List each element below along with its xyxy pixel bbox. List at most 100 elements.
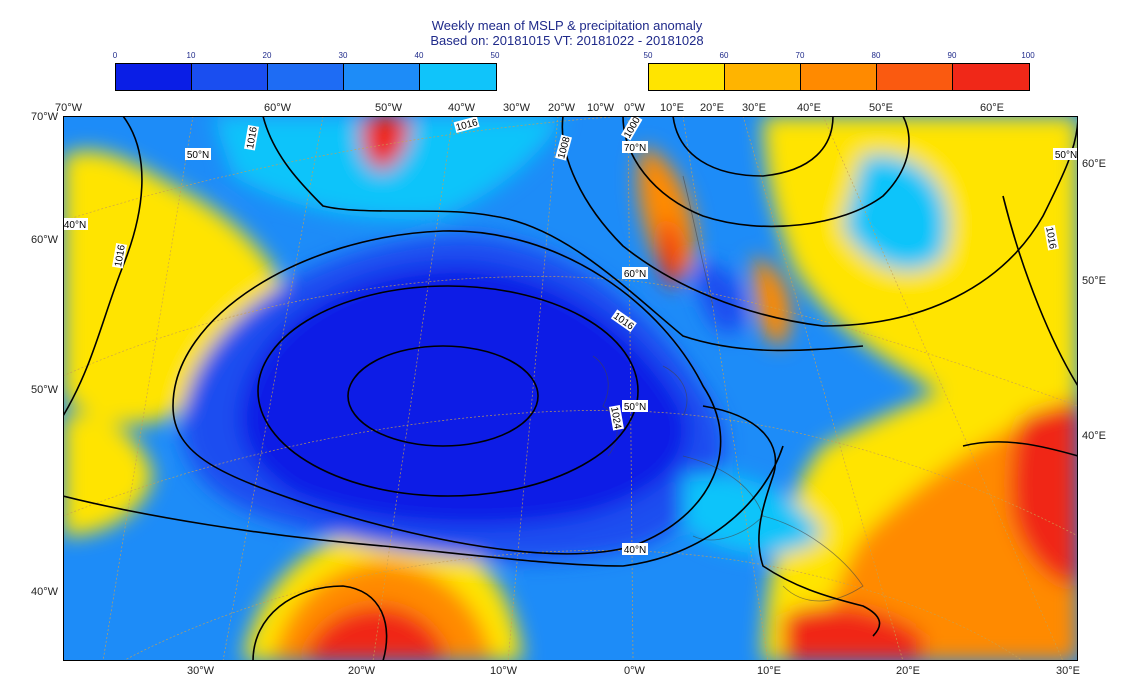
- coastlines: [592, 175, 864, 602]
- colorbar-swatch: [268, 64, 344, 90]
- isobar-label-text: 1016: [113, 244, 128, 268]
- isobar-1008: [561, 116, 1078, 327]
- colorbar-swatch: [649, 64, 725, 90]
- colorbar-swatch: [116, 64, 192, 90]
- anomaly-patch-sw-red: [303, 606, 448, 661]
- graticule: [63, 116, 1078, 661]
- svg-text:40°N: 40°N: [624, 545, 646, 556]
- axis-label: 40°W: [448, 102, 476, 114]
- axis-label: 30°E: [1056, 665, 1080, 677]
- anomaly-patch-norway-orange: [637, 146, 695, 276]
- isobar-992: [672, 116, 834, 177]
- anomaly-patch-norway-red: [660, 216, 683, 287]
- mslp-precip-map: 1016 1016 1008 1000 1016 1024 1016 1016 …: [63, 116, 1078, 661]
- svg-text:50°N: 50°N: [1055, 150, 1077, 161]
- svg-text:50°N: 50°N: [624, 402, 646, 413]
- axis-label: 0°W: [624, 102, 645, 114]
- axis-label: 60°E: [1082, 158, 1106, 170]
- colorbar-tick-label: 60: [719, 51, 729, 60]
- axis-label: 70°W: [55, 102, 83, 114]
- inner-lat-label: 40°N: [622, 543, 648, 556]
- colorbar-swatch: [344, 64, 420, 90]
- colorbar-tick-label: 90: [947, 51, 957, 60]
- axis-label: 50°W: [31, 384, 59, 396]
- colorbar-tick-label: 50: [490, 51, 500, 60]
- anomaly-patch-balkans-red: [783, 605, 923, 661]
- colorbar-swatch: [953, 64, 1029, 90]
- colorbar-tick-label: 100: [1021, 51, 1035, 60]
- axis-label: 20°E: [700, 102, 724, 114]
- anomaly-patch-northsea-blue: [693, 264, 745, 334]
- isobar-low-inner: [257, 285, 639, 497]
- inner-lat-label: 40°N: [63, 218, 88, 231]
- colorbar-tick-label: 50: [643, 51, 653, 60]
- colorbar-swatch: [192, 64, 268, 90]
- axis-label: 60°W: [264, 102, 292, 114]
- inner-lat-label: 50°N: [622, 400, 648, 413]
- axis-label: 30°W: [187, 665, 215, 677]
- chart-title-line2: Based on: 20181015 VT: 20181022 - 201810…: [430, 33, 704, 48]
- isobar-label: 1016: [1043, 224, 1059, 251]
- anomaly-patch-sweden-orange: [753, 256, 792, 346]
- inner-lat-label: 60°N: [622, 267, 648, 280]
- chart-title-line1: Weekly mean of MSLP & precipitation anom…: [431, 18, 703, 33]
- axis-label: 30°W: [503, 102, 531, 114]
- isobar-1016-east: [1002, 195, 1078, 387]
- isobar-label: 1024: [608, 404, 624, 431]
- anomaly-patch-w-yellow: [63, 414, 153, 536]
- isobar-label-text: 1024: [608, 406, 623, 430]
- axis-label: 20°E: [896, 665, 920, 677]
- svg-text:60°N: 60°N: [624, 269, 646, 280]
- colorbar-tick-label: 10: [186, 51, 196, 60]
- axis-label: 70°W: [31, 111, 59, 123]
- axis-label: 0°W: [624, 665, 645, 677]
- isobar-label: 1016: [112, 242, 128, 269]
- colorbar-tick-label: 40: [414, 51, 424, 60]
- isobar-1016-south: [63, 445, 784, 567]
- isobar-1016-se: [702, 405, 881, 637]
- axis-label: 10°E: [757, 665, 781, 677]
- axis-label: 50°W: [375, 102, 403, 114]
- isobar-label-text: 1016: [245, 126, 260, 150]
- axis-label: 40°W: [31, 586, 59, 598]
- colorbar-tick-label: 30: [338, 51, 348, 60]
- axis-label: 10°E: [660, 102, 684, 114]
- isobar-label-text: 1016: [1043, 226, 1058, 250]
- axis-label: 30°E: [742, 102, 766, 114]
- axis-label: 10°W: [490, 665, 518, 677]
- axis-label: 20°W: [348, 665, 376, 677]
- axis-label: 60°W: [31, 234, 59, 246]
- axis-label: 40°E: [1082, 430, 1106, 442]
- isobar-1000: [622, 116, 910, 228]
- isobar-low-center: [347, 345, 539, 447]
- anomaly-patch-se-red: [1011, 404, 1078, 586]
- axis-label: 50°E: [1082, 275, 1106, 287]
- colorbar-tick-label: 0: [112, 51, 118, 60]
- axis-label: 10°W: [587, 102, 615, 114]
- svg-text:50°N: 50°N: [187, 150, 209, 161]
- colorbar-swatch: [801, 64, 877, 90]
- colorbar-swatch: [420, 64, 496, 90]
- axis-label: 40°E: [797, 102, 821, 114]
- isobars: [63, 116, 1078, 661]
- colorbar-swatch: [725, 64, 801, 90]
- isobar-label: 1016: [244, 124, 260, 151]
- inner-lat-label: 50°N: [185, 148, 211, 161]
- anomaly-patch-iberia-cyan: [683, 474, 823, 555]
- colorbar-tick-label: 70: [795, 51, 805, 60]
- axis-label: 60°E: [980, 102, 1004, 114]
- axis-label: 20°W: [548, 102, 576, 114]
- colorbar-right: [648, 63, 1030, 91]
- axis-label: 50°E: [869, 102, 893, 114]
- anomaly-patch-low-deepblue: [240, 266, 689, 527]
- svg-text:70°N: 70°N: [624, 143, 646, 154]
- inner-lat-label: 70°N: [622, 141, 648, 154]
- isobar-1016-sw: [252, 585, 388, 661]
- inner-lat-label: 50°N: [1053, 148, 1078, 161]
- map-frame: [63, 116, 1078, 661]
- anomaly-patch-ne-cyan: [843, 154, 949, 271]
- colorbar-left: [115, 63, 497, 91]
- anomaly-patch-greenland-red: [361, 116, 410, 171]
- colorbar-swatch: [877, 64, 953, 90]
- isobar-1016-se-lower: [962, 441, 1078, 457]
